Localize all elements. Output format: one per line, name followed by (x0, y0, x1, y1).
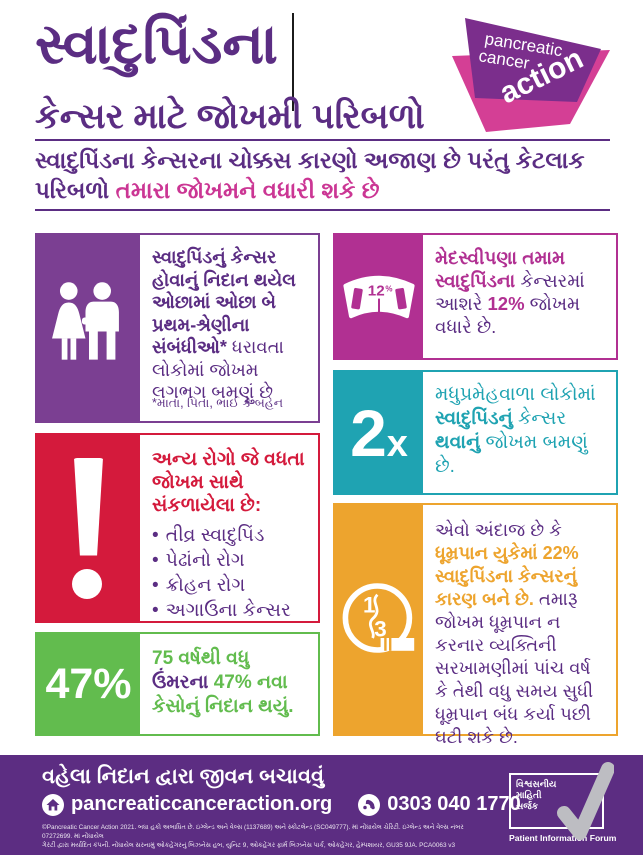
intro-highlight: તમારા જોખમને વધારી શકે છે (115, 177, 380, 203)
family-history-bold: સ્વાદુપિંડનું કેન્સર હોવાનું નિદાન થયેલ … (152, 247, 296, 357)
diabetes-seg3: કેન્સર (512, 408, 567, 429)
footer-tagline: વહેલા નિદાન દ્વારા જીવન બચાવવું (42, 765, 325, 788)
other-diseases-heading: અન્ય રોગો જે વધતા જોખમ સાથે સંકળાયેલા છે… (152, 449, 305, 516)
age-text: 75 વર્ષથી વધુ ઉંમરના 47% નવા કેસોનું નિદ… (140, 634, 318, 734)
checkmark-icon (557, 762, 614, 840)
diabetes-seg5: જોખમ બમણું છે. (435, 432, 588, 477)
diabetes-seg4: થવાનું (435, 432, 481, 453)
smoking-seg3: તમારૂ જોખમ ધૂમ્રપાન ન કરનાર વ્યક્તિની સર… (435, 589, 594, 747)
smoking-panel: 1 3 (335, 505, 423, 734)
pif-label: Patient Information Forum (509, 833, 617, 843)
legal-line-2: ગેરંટી દ્વારા મર્યાદિત કંપની. નોંધાયેલ સ… (42, 842, 456, 849)
footer: વહેલા નિદાન દ્વારા જીવન બચાવવું pancreat… (0, 755, 643, 855)
diabetes-seg1: મધુપ્રમેહવાળા લોકોમાં (435, 384, 596, 405)
obesity-seg2: કેન્સરમાં આશરે (435, 270, 585, 314)
pif-gujarati-line3: સર્જક (516, 801, 539, 811)
page-subtitle: કેન્સર માટે જોખમી પરિબળો (35, 97, 425, 136)
fraction-numerator: 1 (363, 592, 375, 617)
obesity-seg3: 12% (487, 293, 525, 314)
home-icon (42, 793, 64, 816)
scale-value: 12 (368, 282, 385, 299)
diabetes-panel: 2x (335, 372, 423, 493)
weighing-scale-icon: 12 % (343, 275, 415, 318)
age-panel: 47% (37, 634, 140, 734)
legal-line-1: ©Pancreatic Cancer Action 2021. બધા હકો … (42, 824, 464, 840)
divider (35, 139, 610, 141)
other-diseases-panel (37, 435, 140, 621)
intro-text: સ્વાદુપિંડના કેન્સરના ચોક્કસ કારણો અજાણ … (35, 145, 613, 205)
pif-gujarati-line2: માહિતી (516, 790, 542, 800)
age-box: 47% 75 વર્ષથી વધુ ઉંમરના 47% નવા કેસોનું… (35, 632, 320, 736)
page-title: સ્વાદુપિંડના (35, 12, 278, 75)
age-seg1: 75 વર્ષથી વધુ (152, 648, 250, 669)
diabetes-text: મધુપ્રમેહવાળા લોકોમાં સ્વાદુપિંડનું કેન્… (423, 372, 616, 493)
pif-badge-box: વિશ્વસનીય માહિતી સર્જક (509, 762, 614, 840)
logo-graphic: pancreatic cancer action (452, 18, 610, 132)
diabetes-seg2: સ્વાદુપિંડનું (435, 408, 513, 429)
obesity-seg1: મેદસ્વીપણા તમામ સ્વાદુપિંડના (435, 247, 566, 291)
exclamation-bar (73, 457, 104, 556)
age-seg3: 47% નવા કેસોનું નિદાન થયું. (152, 672, 294, 717)
obesity-seg4: જોખમ વધારે છે. (435, 293, 581, 337)
list-item: • તીવ્ર સ્વાદુપિંડ (152, 523, 310, 548)
scale-percent: % (385, 284, 392, 293)
family-history-text: સ્વાદુપિંડનું કેન્સર હોવાનું નિદાન થયેલ … (140, 235, 318, 421)
phone-icon (358, 793, 381, 816)
family-history-footnote: *માતા, પિતા, ભાઈ કે બહેન (152, 395, 284, 410)
intro-plain: સ્વાદુપિંડના કેન્સરના ચોક્કસ કારણો અજાણ … (35, 147, 585, 203)
diabetes-stat: 2x (350, 400, 408, 466)
diabetes-stat-suffix: x (386, 422, 408, 465)
bullet: • (152, 600, 159, 621)
age-seg2: ઉંમરના (152, 672, 209, 693)
text-cursor-line (292, 13, 294, 111)
footer-links: pancreaticcanceraction.org 0303 040 1770 (42, 793, 521, 816)
smoking-seg1: એવો અંદાજ છે કે (435, 520, 562, 540)
smoking-seg2: ધૂમ્રપાન યુકેમાં 22% સ્વાદુપિંડના કેન્સર… (435, 543, 579, 609)
exclamation-dot (72, 568, 102, 599)
list-item: • ક્રોહન રોગ (152, 573, 310, 598)
family-history-panel (37, 235, 140, 421)
diabetes-stat-number: 2 (350, 395, 387, 470)
other-diseases-text: અન્ય રોગો જે વધતા જોખમ સાથે સંકળાયેલા છે… (140, 435, 318, 621)
family-history-rest: ધરાવતા લોકોમાં જોખમ લગભગ બમણું છે (152, 337, 284, 402)
couple-icon (51, 282, 119, 360)
bullet: • (152, 575, 159, 596)
left-column: સ્વાદુપિંડનું કેન્સર હોવાનું નિદાન થયેલ … (35, 233, 320, 736)
pancreatic-cancer-action-logo: pancreatic cancer action (448, 12, 620, 140)
fraction-denominator: 3 (374, 616, 386, 641)
list-item: • પેઢાંનો રોગ (152, 548, 310, 573)
bullet: • (152, 525, 159, 546)
one-third-cigarette-icon: 1 3 (342, 582, 415, 653)
website-text: pancreaticcanceraction.org (71, 793, 333, 815)
smoking-box: 1 3 એવો અંદાજ છે કે ધૂમ્રપાન યુકેમાં 22%… (333, 503, 618, 747)
bullet: • (152, 550, 159, 571)
divider (35, 209, 610, 211)
right-column: 12 % મેદસ્વીપણા તમામ સ્વાદુપિંડના કેન્સર… (333, 233, 618, 747)
pif-gujarati-line1: વિશ્વસનીય (516, 779, 557, 789)
patient-information-forum-logo: વિશ્વસનીય માહિતી સર્જક Patient Informati… (509, 762, 621, 843)
smoking-text: એવો અંદાજ છે કે ધૂમ્રપાન યુકેમાં 22% સ્વ… (423, 505, 616, 747)
exclamation-icon (72, 457, 105, 599)
disease-label: ક્રોહન રોગ (165, 575, 246, 596)
website-link[interactable]: pancreaticcanceraction.org (42, 793, 332, 816)
age-stat: 47% (45, 659, 132, 708)
obesity-box: 12 % મેદસ્વીપણા તમામ સ્વાદુપિંડના કેન્સર… (333, 233, 618, 360)
phone-link[interactable]: 0303 040 1770 (358, 793, 521, 816)
family-history-box: સ્વાદુપિંડનું કેન્સર હોવાનું નિદાન થયેલ … (35, 233, 320, 423)
list-item: • અગાઉના કેન્સર (152, 598, 310, 623)
legal-text: ©Pancreatic Cancer Action 2021. બધા હકો … (42, 823, 490, 850)
obesity-text: મેદસ્વીપણા તમામ સ્વાદુપિંડના કેન્સરમાં આ… (423, 235, 616, 358)
phone-text: 0303 040 1770 (387, 793, 521, 815)
disease-label: અગાઉના કેન્સર (165, 600, 291, 621)
stat-grid: સ્વાદુપિંડનું કેન્સર હોવાનું નિદાન થયેલ … (35, 233, 618, 747)
disease-label: પેઢાંનો રોગ (165, 550, 245, 571)
diabetes-box: 2x મધુપ્રમેહવાળા લોકોમાં સ્વાદુપિંડનું ક… (333, 370, 618, 495)
other-diseases-box: અન્ય રોગો જે વધતા જોખમ સાથે સંકળાયેલા છે… (35, 433, 320, 623)
disease-label: તીવ્ર સ્વાદુપિંડ (165, 525, 265, 546)
obesity-panel: 12 % (335, 235, 423, 358)
